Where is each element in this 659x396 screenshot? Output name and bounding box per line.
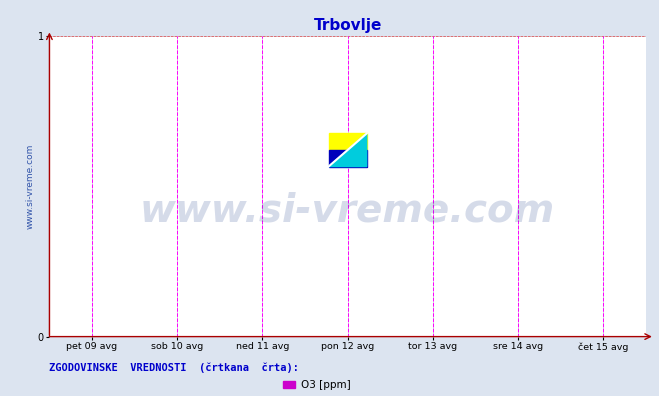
Text: O3 [ppm]: O3 [ppm]: [301, 380, 350, 390]
Polygon shape: [329, 133, 366, 150]
Polygon shape: [329, 150, 366, 167]
Text: www.si-vreme.com: www.si-vreme.com: [140, 191, 556, 229]
Polygon shape: [329, 133, 366, 167]
Title: Trbovlje: Trbovlje: [314, 18, 382, 33]
Y-axis label: www.si-vreme.com: www.si-vreme.com: [26, 143, 35, 229]
Text: ZGODOVINSKE  VREDNOSTI  (črtkana  črta):: ZGODOVINSKE VREDNOSTI (črtkana črta):: [49, 362, 299, 373]
